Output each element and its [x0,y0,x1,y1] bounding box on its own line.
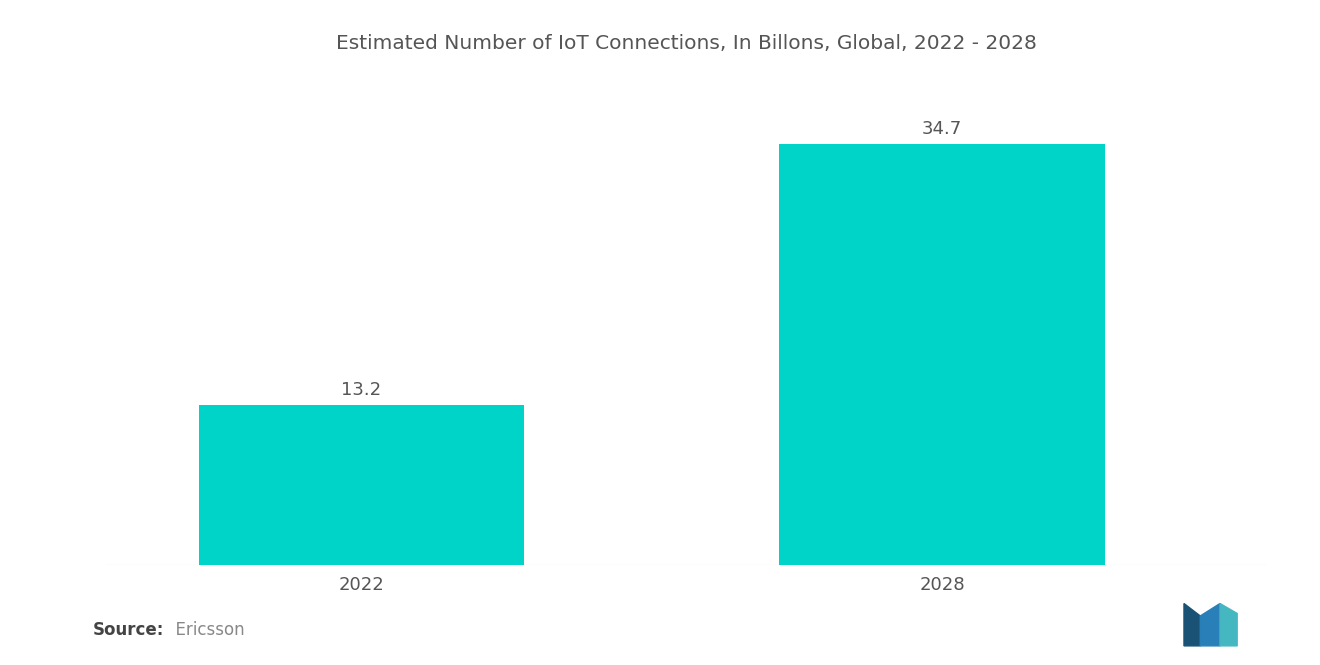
Polygon shape [1220,604,1237,646]
Text: Source:: Source: [92,621,164,639]
Polygon shape [1184,604,1200,646]
Text: 34.7: 34.7 [921,120,962,138]
Text: Ericsson: Ericsson [165,621,244,639]
Polygon shape [1200,604,1220,646]
Text: 13.2: 13.2 [341,381,381,399]
Title: Estimated Number of IoT Connections, In Billons, Global, 2022 - 2028: Estimated Number of IoT Connections, In … [337,34,1036,53]
Bar [198,405,524,565]
Bar [779,144,1105,565]
